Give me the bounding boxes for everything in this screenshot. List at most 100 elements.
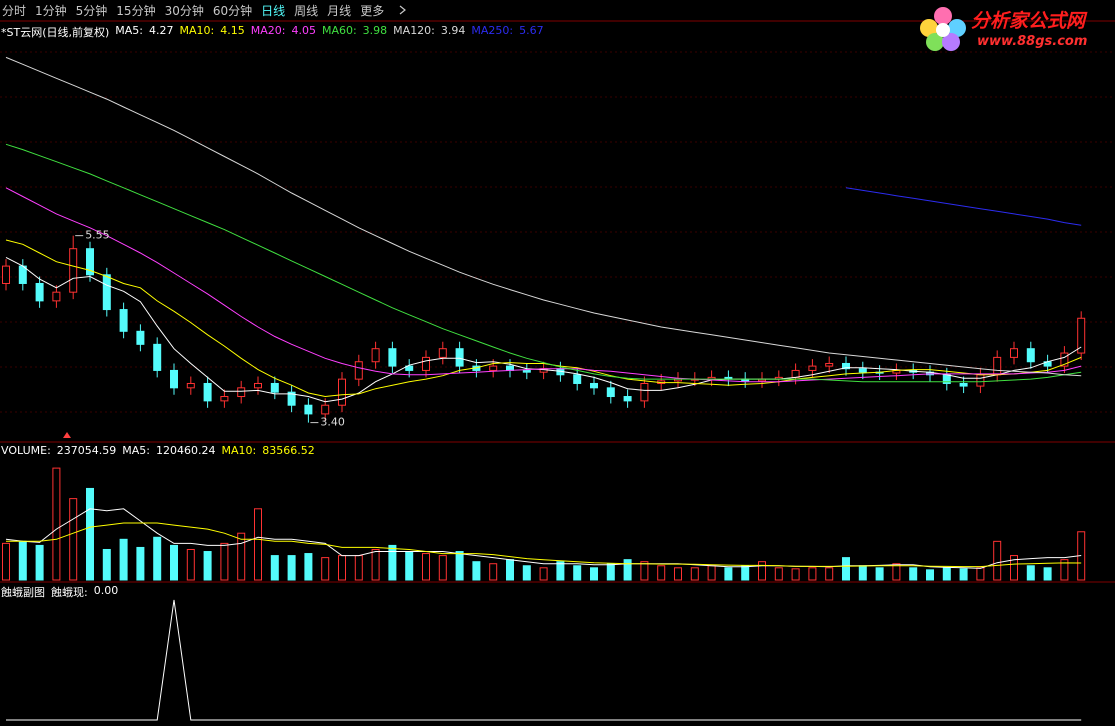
candle-body bbox=[338, 378, 346, 406]
volume-bar bbox=[707, 565, 716, 581]
toolbar-tab[interactable]: 15分钟 bbox=[116, 4, 156, 18]
volume-bar bbox=[304, 553, 313, 581]
volume-bar bbox=[993, 540, 1002, 581]
candle-body bbox=[2, 265, 10, 284]
marker-icon bbox=[63, 432, 71, 438]
volume-bar bbox=[942, 567, 951, 581]
legend-name: 蝕蛾现: bbox=[51, 586, 88, 599]
volume-bar bbox=[959, 568, 968, 581]
volume-bar bbox=[489, 563, 498, 581]
volume-bar bbox=[556, 561, 565, 581]
volume-bar bbox=[1010, 555, 1018, 581]
ma-line bbox=[5, 56, 1082, 377]
candle-body bbox=[86, 248, 94, 276]
candle-body bbox=[590, 382, 598, 389]
volume-bar bbox=[405, 551, 414, 581]
candle-body bbox=[304, 404, 313, 415]
chart-title: *ST云网(日线,前复权) bbox=[1, 26, 110, 39]
legend-name: MA20: bbox=[250, 24, 286, 37]
volume-bar bbox=[522, 565, 531, 581]
annotation-label: 5.55 bbox=[85, 229, 110, 242]
legend-value: 237054.59 bbox=[56, 444, 117, 457]
volume-bar bbox=[102, 548, 111, 581]
candle-body bbox=[993, 356, 1002, 376]
volume-bar bbox=[741, 565, 750, 581]
toolbar-tab[interactable]: 更多 bbox=[360, 4, 385, 18]
candle-body bbox=[52, 291, 61, 302]
candle-body bbox=[623, 396, 632, 402]
candle-body bbox=[858, 368, 867, 373]
candle-body bbox=[489, 365, 498, 371]
volume-bar bbox=[623, 559, 632, 581]
toolbar-tab[interactable]: 月线 bbox=[327, 4, 352, 18]
volume-bar bbox=[472, 561, 481, 581]
candle-body bbox=[203, 382, 212, 402]
volume-bar bbox=[69, 498, 78, 581]
volume-bar bbox=[338, 555, 346, 581]
volume-bar bbox=[203, 551, 212, 581]
candle-body bbox=[573, 374, 582, 384]
volume-bar bbox=[35, 544, 44, 581]
candle-body bbox=[791, 369, 800, 378]
candle-body bbox=[1010, 348, 1018, 358]
volume-bar bbox=[590, 567, 598, 581]
candle-body bbox=[438, 348, 447, 358]
candle-body bbox=[119, 309, 128, 332]
volume-legend: VOLUME: 237054.59 MA5: 120460.24 MA10: 83566.… bbox=[1, 444, 315, 457]
volume-bar bbox=[674, 567, 682, 581]
legend-name: MA10: bbox=[221, 444, 257, 457]
candle-body bbox=[959, 382, 968, 387]
volume-bar bbox=[422, 553, 430, 581]
volume-bar bbox=[287, 555, 296, 581]
toolbar-tab[interactable]: 周线 bbox=[294, 4, 319, 18]
volume-bar bbox=[354, 555, 363, 581]
volume-bar bbox=[438, 555, 447, 581]
volume-bar bbox=[254, 508, 262, 581]
toolbar-tab[interactable]: 分时 bbox=[2, 4, 27, 18]
candle-body bbox=[976, 374, 985, 387]
toolbar-tab[interactable]: 1分钟 bbox=[35, 4, 67, 18]
ma-line bbox=[5, 508, 1082, 569]
candle-body bbox=[287, 391, 296, 406]
candle-body bbox=[153, 343, 162, 371]
legend-value: 5.67 bbox=[519, 24, 544, 37]
legend-value: 3.98 bbox=[362, 24, 388, 37]
volume-bar bbox=[858, 565, 867, 581]
legend-value: 3.94 bbox=[440, 24, 466, 37]
toolbar-tab[interactable]: 60分钟 bbox=[212, 4, 253, 18]
candle-body bbox=[237, 387, 246, 398]
legend-value: 4.05 bbox=[291, 24, 316, 37]
volume-bar bbox=[1026, 565, 1035, 581]
volume-bar bbox=[539, 567, 548, 581]
toolbar-tab[interactable]: 30分钟 bbox=[164, 4, 204, 18]
ma-line bbox=[845, 187, 1082, 226]
logo: 分析家公式网 www.88gs.com bbox=[915, 2, 1111, 54]
toolbar-tab[interactable]: 日线 bbox=[261, 4, 286, 18]
legend-value: 4.27 bbox=[149, 24, 174, 37]
candle-body bbox=[1026, 348, 1035, 363]
legend-name: MA5: bbox=[115, 24, 144, 37]
candle-body bbox=[170, 369, 178, 389]
volume-bar bbox=[136, 546, 145, 581]
candle-body bbox=[506, 365, 514, 371]
volume-bar bbox=[506, 559, 514, 581]
volume-bar bbox=[455, 551, 464, 581]
annotation-label: 3.40 bbox=[320, 416, 345, 429]
volume-bar bbox=[808, 567, 817, 581]
toolbar-tab[interactable]: 5分钟 bbox=[75, 4, 108, 18]
volume-bar bbox=[18, 540, 27, 581]
ma-line bbox=[6, 522, 1082, 568]
volume-bar bbox=[724, 567, 733, 581]
more-arrow bbox=[399, 5, 406, 15]
candle-body bbox=[842, 362, 850, 370]
volume-bar bbox=[153, 536, 162, 581]
candle-body bbox=[808, 365, 817, 371]
candle-body bbox=[522, 369, 531, 373]
volume-bar bbox=[892, 563, 901, 581]
legend-value: 83566.52 bbox=[262, 444, 315, 457]
toolbar: 分时 1分钟 5分钟 15分钟 30分钟 60分钟 日线 周线 月线 更多 bbox=[2, 2, 384, 19]
legend-name: VOLUME: bbox=[1, 444, 51, 457]
ma-line bbox=[5, 187, 1082, 383]
volume-bar bbox=[170, 544, 178, 581]
volume-bar bbox=[119, 538, 128, 581]
